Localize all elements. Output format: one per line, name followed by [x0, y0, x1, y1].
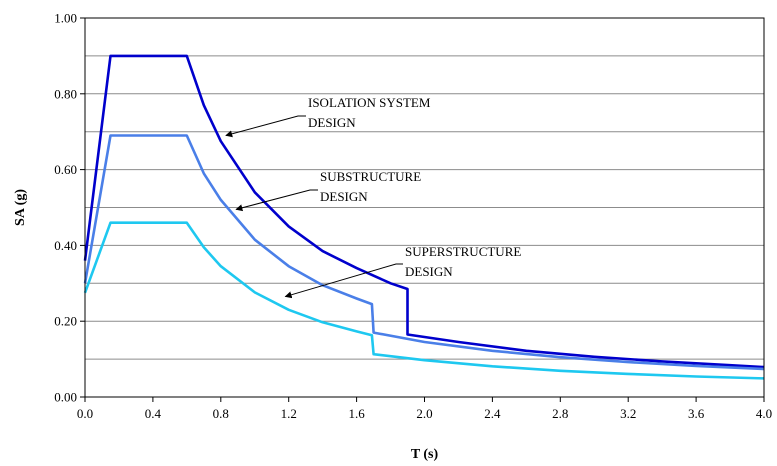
annotation-arrow [235, 189, 318, 212]
y-tick-label: 1.00 [54, 11, 77, 26]
series-line-3 [83, 221, 765, 380]
x-tick-label: 3.2 [620, 406, 636, 421]
y-tick-label: 0.80 [54, 86, 77, 101]
annotation-label: DESIGN [405, 264, 453, 279]
annotation-label: DESIGN [308, 115, 356, 130]
annotation-label: SUPERSTRUCTURE [405, 244, 521, 259]
y-tick-label: 0.20 [54, 314, 77, 329]
x-tick-label: 2.8 [552, 406, 568, 421]
y-tick-label: 0.60 [54, 162, 77, 177]
y-tick-label: 0.40 [54, 238, 77, 253]
series-line-2 [83, 134, 765, 371]
x-tick-label: 1.6 [348, 406, 365, 421]
x-tick-label: 2.0 [416, 406, 432, 421]
x-tick-label: 0.4 [145, 406, 162, 421]
annotation-label: ISOLATION SYSTEM [308, 95, 431, 110]
x-tick-label: 0.0 [77, 406, 93, 421]
x-tick-label: 0.8 [213, 406, 229, 421]
annotations: ISOLATION SYSTEM DESIGN SUBSTRUCTURE DESIGN… [225, 95, 521, 299]
x-tick-label: 2.4 [484, 406, 501, 421]
x-tick-label: 1.2 [281, 406, 297, 421]
x-tick-label: 3.6 [688, 406, 705, 421]
annotation-label: DESIGN [320, 189, 368, 204]
annotation-arrow [225, 115, 306, 138]
gridlines [85, 55, 764, 360]
series-lines [83, 54, 765, 380]
x-tick-label: 4.0 [756, 406, 772, 421]
axis-ticks: 0.0 0.4 0.8 1.2 1.6 2.0 2.4 2.8 3.2 3.6 4.0 0.00 0.2… [54, 11, 772, 422]
y-axis-title: SA (g) [13, 189, 28, 226]
series-line-1 [83, 54, 765, 369]
y-tick-label: 0.00 [54, 390, 77, 405]
x-axis-title: T (s) [411, 447, 439, 462]
annotation-arrow [284, 263, 403, 299]
annotation-label: SUBSTRUCTURE [320, 169, 421, 184]
